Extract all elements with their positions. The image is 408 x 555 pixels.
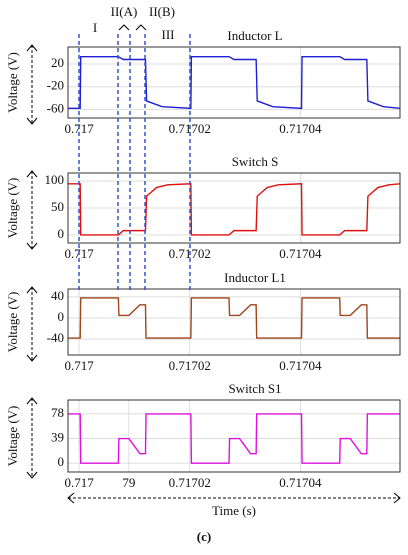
x-tick-label: 0.71704 xyxy=(279,246,322,261)
plot-frame xyxy=(67,399,401,473)
waveform xyxy=(68,55,401,110)
y-tick-label: -60 xyxy=(47,100,64,115)
x-tick-label: 0.717 xyxy=(64,475,94,490)
panel-title: Inductor L1 xyxy=(224,270,286,285)
y-axis-label: Voltage (V) xyxy=(5,292,20,353)
phase-label: II(B) xyxy=(149,4,175,19)
waveform xyxy=(68,297,400,339)
plot-frame xyxy=(67,172,401,244)
arrow-head xyxy=(26,286,38,362)
x-tick-label: 0.71704 xyxy=(279,121,322,136)
arrow-head xyxy=(67,492,401,504)
x-tick-label: 79 xyxy=(122,475,135,490)
phase-arrows xyxy=(118,24,147,31)
y-tick-label: 0 xyxy=(58,454,65,469)
caption: (c) xyxy=(197,529,211,544)
y-axis-label: Voltage (V) xyxy=(5,406,20,467)
x-tick-label: 0.71702 xyxy=(169,475,211,490)
phase-label: III xyxy=(162,27,175,42)
panel-title: Switch S1 xyxy=(228,381,281,396)
waveform xyxy=(68,183,401,236)
arrow-head xyxy=(26,170,38,250)
y-tick-label: 0 xyxy=(58,226,65,241)
y-tick-label: 40 xyxy=(51,288,64,303)
phase-label: I xyxy=(93,20,97,35)
y-tick-label: 100 xyxy=(45,172,65,187)
panel-title: Inductor L xyxy=(227,28,282,43)
arrow-head xyxy=(26,397,38,479)
waveform xyxy=(68,413,400,464)
y-axis-label: Voltage (V) xyxy=(5,178,20,239)
y-tick-label: -20 xyxy=(47,78,64,93)
x-tick-label: 0.71704 xyxy=(279,475,322,490)
plot-frame xyxy=(67,46,401,119)
y-tick-label: 50 xyxy=(51,199,64,214)
y-tick-label: 20 xyxy=(51,55,64,70)
y-tick-label: 78 xyxy=(51,405,64,420)
x-tick-label: 0.71702 xyxy=(169,358,211,373)
arrow-head xyxy=(26,44,38,125)
y-tick-label: 0 xyxy=(58,309,65,324)
phase-label: II(A) xyxy=(111,4,138,19)
y-axis-label: Voltage (V) xyxy=(5,52,20,113)
panel-title: Switch S xyxy=(232,154,279,169)
x-tick-label: 0.71704 xyxy=(279,358,322,373)
plot-frame xyxy=(67,288,401,356)
x-tick-label: 0.717 xyxy=(64,358,94,373)
y-tick-label: -40 xyxy=(47,330,64,345)
x-axis-label: Time (s) xyxy=(212,503,256,518)
y-tick-label: 39 xyxy=(51,430,64,445)
